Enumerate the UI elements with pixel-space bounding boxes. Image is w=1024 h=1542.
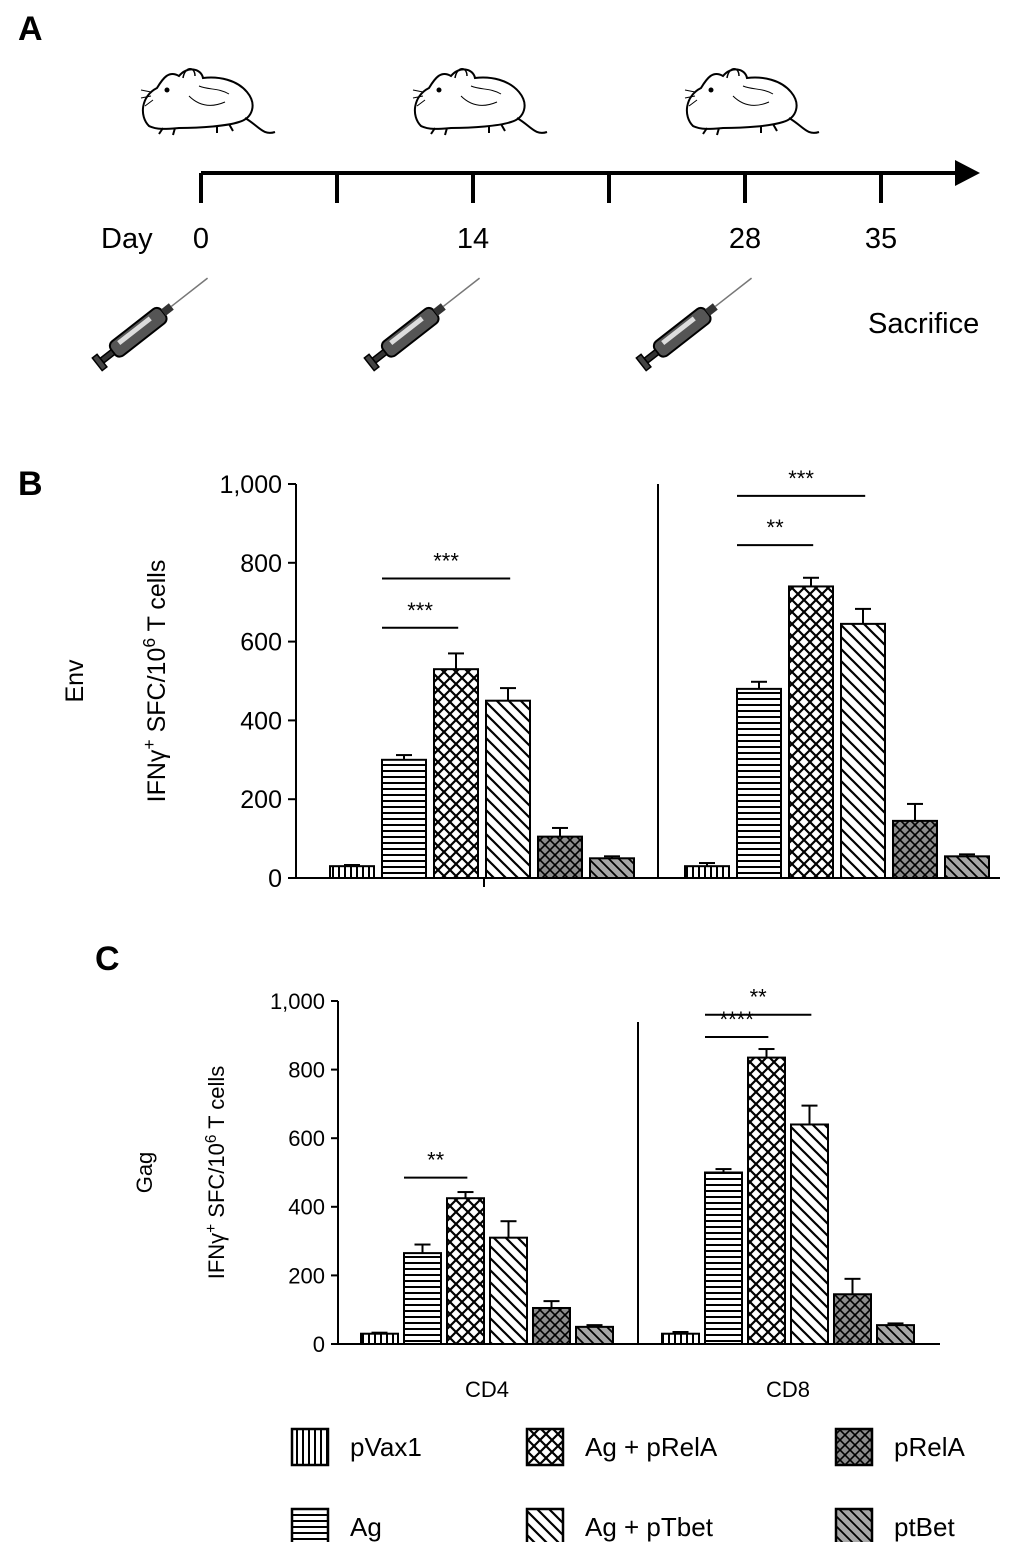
bar-cd8-pvax1 — [684, 865, 730, 879]
bar-cd4-ag-prela — [433, 668, 479, 879]
legend-label: Ag + pRelA — [585, 1432, 718, 1462]
bar-cd4-pvax1 — [360, 1332, 399, 1345]
y-tick-label: 0 — [313, 1332, 325, 1357]
y-tick-label: 600 — [240, 629, 282, 657]
significance-label: *** — [433, 549, 459, 574]
bar-cd8-ag-ptbet — [840, 622, 886, 879]
significance-label: **** — [720, 1007, 755, 1032]
bar-cd4-ptbet — [589, 857, 635, 879]
bar-cd4-ag-ptbet — [489, 1236, 528, 1346]
bar-cd8-pvax1 — [661, 1332, 700, 1345]
legend-swatch — [290, 1507, 330, 1542]
legend-label: Ag + pTbet — [585, 1512, 714, 1542]
bar-cd4-prela — [537, 835, 583, 880]
legend-label: Ag — [350, 1512, 382, 1542]
syringe-icon — [362, 270, 487, 373]
mouse-icon — [140, 67, 276, 136]
bar-cd4-ag-ptbet — [485, 699, 531, 880]
significance-label: *** — [788, 466, 814, 491]
bar-cd8-ag-prela — [747, 1056, 786, 1345]
y-tick-label: 200 — [240, 786, 282, 814]
panel-letter-a: A — [18, 10, 43, 48]
bar-cd4-ptbet — [575, 1325, 614, 1345]
bar-cd8-ptbet — [944, 855, 990, 880]
y-tick-label: 800 — [288, 1058, 325, 1083]
row-label: Env — [61, 659, 89, 703]
significance-label: ** — [767, 515, 785, 540]
group-label-cd8: CD8 — [766, 1377, 810, 1402]
legend-label: ptBet — [894, 1512, 955, 1542]
timeline: Day Sacrifice 0 14 28 35 — [90, 67, 980, 373]
panel-letter-c: C — [95, 940, 120, 978]
day-label: Day — [101, 223, 153, 255]
y-axis-label: IFNγ+ SFC/106 T cells — [203, 1066, 230, 1280]
timeline-day-label: 14 — [457, 223, 489, 255]
y-tick-label: 800 — [240, 550, 282, 578]
sacrifice-label: Sacrifice — [868, 308, 979, 340]
syringe-icon — [634, 270, 759, 373]
significance-label: ** — [427, 1148, 445, 1173]
row-label: Gag — [132, 1152, 157, 1194]
y-tick-label: 400 — [240, 707, 282, 735]
y-axis-label: IFNγ+ SFC/106 T cells — [139, 560, 171, 803]
timeline-day-label: 0 — [193, 223, 209, 255]
bar-cd8-ag — [704, 1171, 743, 1345]
bar-cd8-prela — [833, 1293, 872, 1346]
bar-cd4-pvax1 — [329, 865, 375, 879]
bar-cd8-ag-ptbet — [790, 1123, 829, 1345]
timeline-day-label: 28 — [729, 223, 761, 255]
bar-cd8-prela — [892, 819, 938, 879]
y-tick-label: 400 — [288, 1195, 325, 1220]
y-tick-label: 0 — [268, 865, 282, 893]
y-tick-label: 200 — [288, 1263, 325, 1288]
y-tick-label: 1,000 — [270, 989, 325, 1014]
timeline-arrowhead — [955, 160, 980, 186]
bar-cd4-prela — [532, 1306, 571, 1345]
y-tick-label: 1,000 — [219, 471, 282, 499]
group-label-cd4: CD4 — [465, 1377, 509, 1402]
legend-swatch — [525, 1507, 565, 1542]
significance-label: ** — [750, 985, 768, 1010]
syringe-icon — [90, 270, 215, 373]
bar-cd4-ag-prela — [446, 1197, 485, 1345]
legend-label: pRelA — [894, 1432, 965, 1462]
legend-swatch — [834, 1507, 874, 1542]
legend-swatch — [525, 1427, 565, 1467]
bar-cd8-ag-prela — [788, 585, 834, 879]
mouse-icon — [412, 67, 548, 136]
bar-cd8-ag — [736, 687, 782, 879]
timeline-day-label: 35 — [865, 223, 897, 255]
legend-swatch — [834, 1427, 874, 1467]
y-tick-label: 600 — [288, 1126, 325, 1151]
bar-cd8-ptbet — [876, 1324, 915, 1346]
bar-cd4-ag — [403, 1252, 442, 1345]
mouse-icon — [684, 67, 820, 136]
legend: pVax1 Ag Ag + pRelA Ag + pTbet pRelA ptBet — [290, 1427, 965, 1542]
panel-letter-b: B — [18, 465, 43, 503]
legend-label: pVax1 — [350, 1432, 422, 1462]
significance-label: *** — [407, 598, 433, 623]
legend-swatch — [290, 1427, 330, 1467]
bar-cd4-ag — [381, 758, 427, 879]
